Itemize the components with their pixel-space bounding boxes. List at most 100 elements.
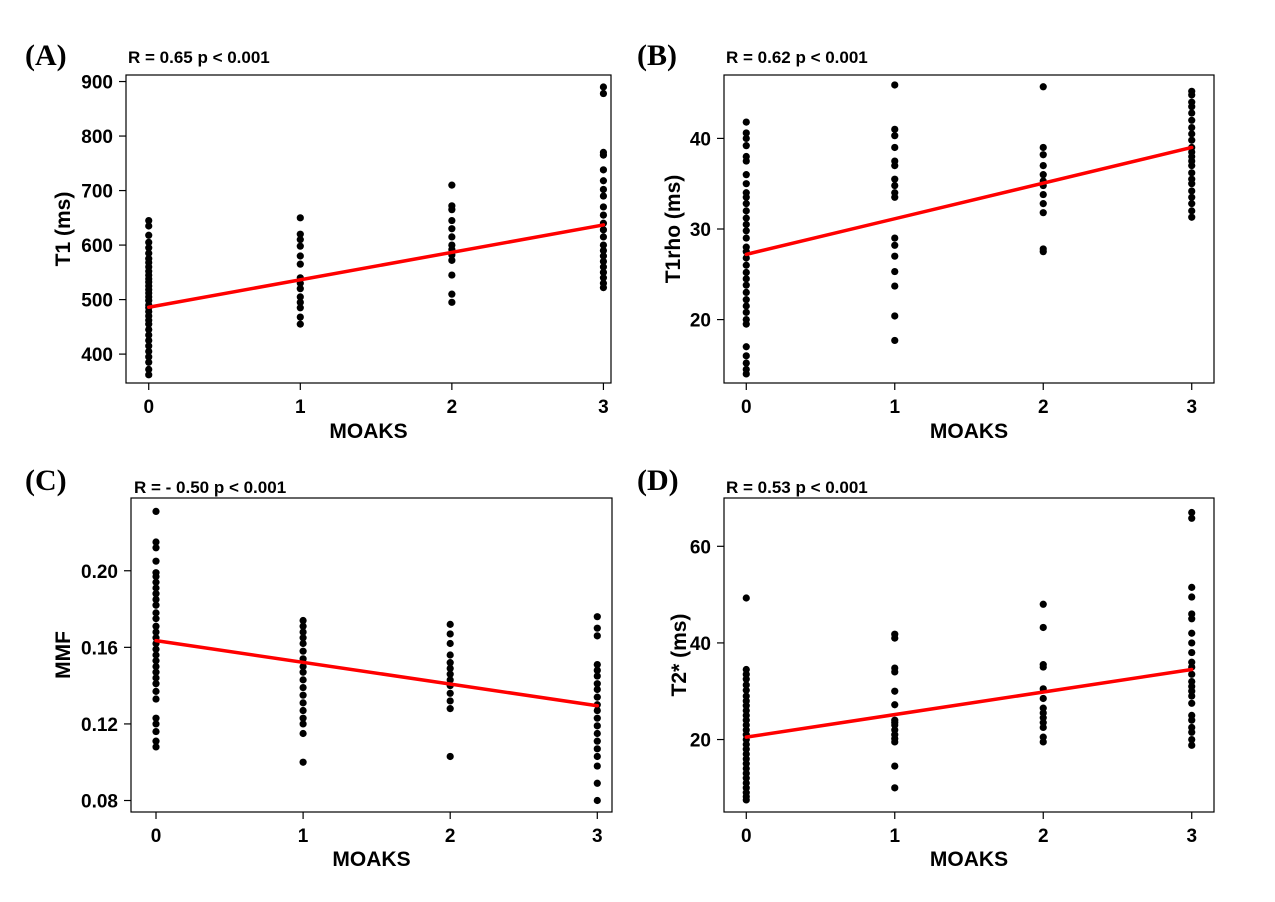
data-point: [593, 660, 601, 669]
data-point: [1188, 648, 1196, 657]
data-point: [299, 628, 307, 636]
data-point: [599, 268, 608, 276]
data-point: [1188, 670, 1196, 678]
data-point: [152, 668, 160, 676]
data-point: [145, 325, 153, 334]
regression-line: [146, 223, 606, 309]
data-point: [891, 161, 899, 170]
data-point: [593, 722, 601, 730]
x-tick-label: 3: [1186, 826, 1197, 847]
data-point: [152, 714, 160, 722]
x-tick-label: 1: [298, 826, 309, 847]
data-point: [1188, 180, 1196, 188]
data-point: [593, 632, 601, 640]
data-point: [593, 762, 601, 770]
y-tick-label: 30: [690, 220, 711, 241]
data-point: [1188, 508, 1196, 517]
data-point: [599, 241, 608, 249]
x-tick-label: 1: [889, 397, 900, 418]
data-point: [299, 706, 307, 715]
data-point: [299, 683, 307, 692]
x-axis-label: MOAKS: [332, 848, 410, 871]
data-point: [599, 263, 608, 271]
y-tick-label: 40: [690, 634, 711, 655]
data-point: [599, 233, 608, 241]
data-point: [145, 371, 153, 379]
regression-line: [744, 667, 1194, 739]
y-tick-label: 900: [81, 73, 113, 94]
data-point: [152, 628, 160, 636]
correlation-stat: R = - 0.50 p < 0.001: [134, 478, 286, 497]
plot-frame: [125, 74, 612, 384]
data-point: [891, 634, 899, 642]
data-point: [891, 336, 899, 345]
data-point: [152, 601, 160, 609]
data-point: [448, 298, 456, 306]
data-point: [296, 260, 304, 268]
data-point: [599, 203, 608, 211]
data-point: [1188, 716, 1196, 724]
data-point: [446, 639, 454, 648]
data-point: [448, 233, 456, 241]
data-point: [145, 342, 153, 350]
data-point: [1188, 136, 1196, 144]
data-point: [891, 668, 899, 676]
panel-letter: (B): [637, 39, 677, 72]
data-point: [448, 206, 456, 214]
data-point: [296, 236, 304, 244]
data-point: [1188, 109, 1196, 117]
data-point: [152, 557, 160, 565]
data-point: [891, 125, 899, 133]
data-point: [891, 282, 899, 290]
data-point: [742, 193, 750, 201]
data-point: [446, 670, 454, 678]
y-tick-label: 800: [81, 127, 113, 148]
data-point: [593, 685, 601, 694]
data-point: [891, 762, 899, 770]
data-point: [145, 365, 153, 373]
panel-letter: (A): [25, 39, 67, 72]
data-point: [299, 668, 307, 676]
data-point: [145, 244, 153, 252]
data-point: [299, 758, 307, 766]
data-point: [742, 594, 750, 602]
data-point: [599, 89, 608, 98]
data-point: [1188, 207, 1196, 215]
data-point: [593, 706, 601, 715]
x-tick-label: 2: [1038, 397, 1049, 418]
data-point: [742, 261, 750, 269]
data-point: [299, 639, 307, 648]
y-tick-label: 0.12: [81, 715, 118, 736]
data-point: [599, 83, 608, 91]
data-point: [152, 645, 160, 653]
y-tick-label: 0.20: [81, 562, 118, 583]
data-point: [1188, 728, 1196, 736]
data-point: [742, 675, 750, 683]
data-point: [742, 200, 750, 208]
data-point: [599, 185, 608, 194]
data-point: [742, 275, 750, 283]
data-point: [891, 132, 899, 140]
y-tick-label: 700: [81, 182, 113, 203]
regression-line: [744, 145, 1194, 257]
data-point: [446, 676, 454, 684]
data-point: [742, 320, 750, 328]
y-tick-label: 400: [81, 345, 113, 366]
data-point: [448, 256, 456, 264]
data-point: [891, 234, 899, 242]
panel-letter: (C): [25, 464, 67, 497]
data-point: [446, 689, 454, 697]
data-point: [599, 252, 608, 260]
x-tick-label: 0: [741, 397, 752, 418]
data-point: [299, 691, 307, 699]
plot-frame: [723, 74, 1215, 384]
data-point: [742, 254, 750, 262]
data-point: [599, 257, 608, 266]
data-point: [1188, 213, 1196, 221]
data-point: [593, 796, 601, 805]
data-point: [145, 231, 153, 239]
regression-line: [154, 638, 600, 708]
data-point: [448, 271, 456, 279]
data-point: [891, 143, 899, 152]
data-point: [742, 207, 750, 215]
